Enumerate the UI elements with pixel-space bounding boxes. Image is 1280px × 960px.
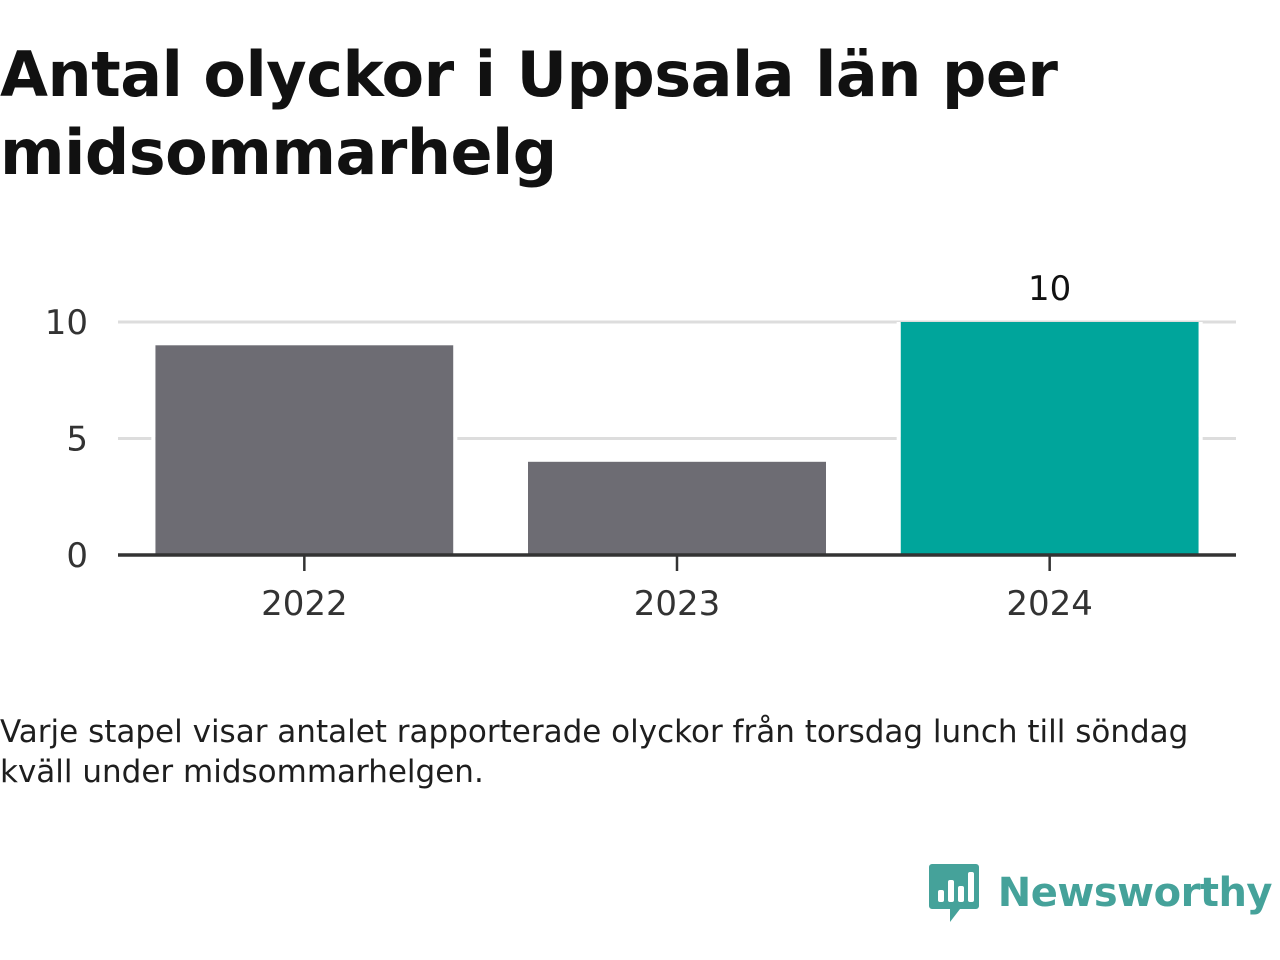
bar (900, 322, 1199, 555)
y-tick-label: 10 (45, 303, 88, 343)
y-tick-label: 5 (66, 420, 88, 460)
newsworthy-logo-icon (928, 864, 979, 922)
brand: Newsworthy (928, 862, 1273, 924)
bar-gap (1198, 322, 1203, 555)
bar-gap (151, 345, 156, 555)
brand-name: Newsworthy (997, 870, 1273, 916)
bar-chart: 0 5 10 2022 2023 2024 10 (45, 269, 1236, 624)
bar-gap (826, 461, 830, 555)
x-tick-label: 2024 (1006, 584, 1093, 624)
bar (155, 345, 454, 555)
x-tick-label: 2022 (261, 584, 348, 624)
bar-gap (453, 345, 458, 555)
x-axis (118, 553, 1236, 571)
bars (151, 322, 1203, 555)
chart-caption: Varje stapel visar antalet rapporterade … (0, 714, 1189, 790)
x-tick-label: 2023 (634, 584, 721, 624)
bar-gap (524, 461, 528, 555)
chart-title: Antal olyckor i Uppsala län per midsomma… (0, 38, 1058, 189)
labels: 0 5 10 2022 2023 2024 10 (45, 269, 1093, 624)
bar-gap (896, 322, 901, 555)
bar (528, 461, 826, 555)
y-tick-label: 0 (66, 536, 88, 576)
data-label: 10 (1028, 269, 1071, 309)
